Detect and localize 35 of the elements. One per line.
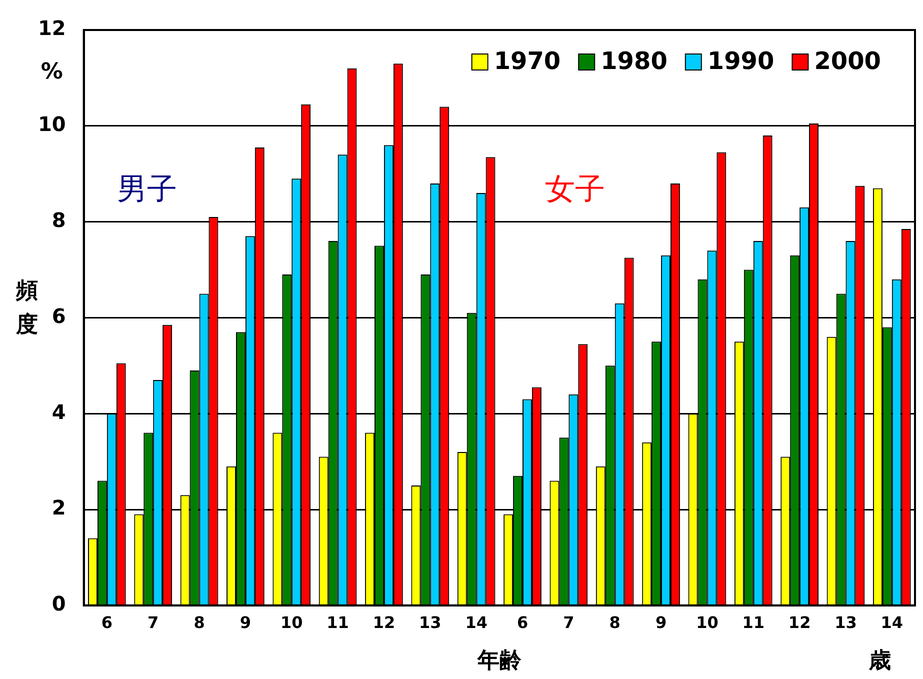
x-tick-label: 9	[655, 613, 667, 632]
x-tick-label: 11	[742, 613, 765, 632]
y-axis-title: 頻度	[15, 278, 38, 338]
legend-label: 1970	[494, 47, 561, 76]
y-tick-label: 2	[52, 496, 66, 520]
x-tick-label: 6	[101, 613, 112, 632]
x-tick-label: 7	[148, 613, 159, 632]
x-tick-label: 10	[280, 613, 303, 632]
x-tick-label: 12	[788, 613, 811, 632]
x-tick-label: 6	[516, 613, 528, 632]
y-tick-label: 8	[52, 208, 66, 232]
annotation: 男子	[117, 172, 178, 207]
x-tick-label: 12	[372, 613, 396, 632]
x-tick-label: 14	[465, 613, 488, 632]
y-tick-label: 12	[38, 16, 66, 40]
y-tick-label: 4	[52, 400, 66, 424]
x-tick-label: 8	[194, 613, 205, 632]
x-tick-label: 11	[326, 613, 349, 632]
x-tick-label: 8	[609, 613, 620, 632]
x-axis-title: 年齢	[476, 648, 522, 674]
legend-label: 1980	[600, 47, 668, 76]
legend-label: 2000	[814, 47, 881, 76]
legend-label: 1990	[707, 47, 774, 76]
x-tick-label: 13	[419, 613, 442, 632]
x-tick-label: 14	[880, 613, 904, 632]
x-tick-label: 10	[696, 613, 718, 632]
y-tick-label: 6	[52, 304, 66, 328]
x-tick-label: 7	[563, 613, 574, 632]
y-tick-label: 10	[38, 112, 66, 136]
x-tick-label: 9	[240, 613, 252, 632]
annotation: 女子	[545, 172, 606, 207]
text: 歳	[868, 648, 891, 674]
x-tick-label: 13	[834, 613, 857, 632]
y-tick-label: 0	[52, 592, 66, 616]
text: %	[40, 60, 63, 85]
